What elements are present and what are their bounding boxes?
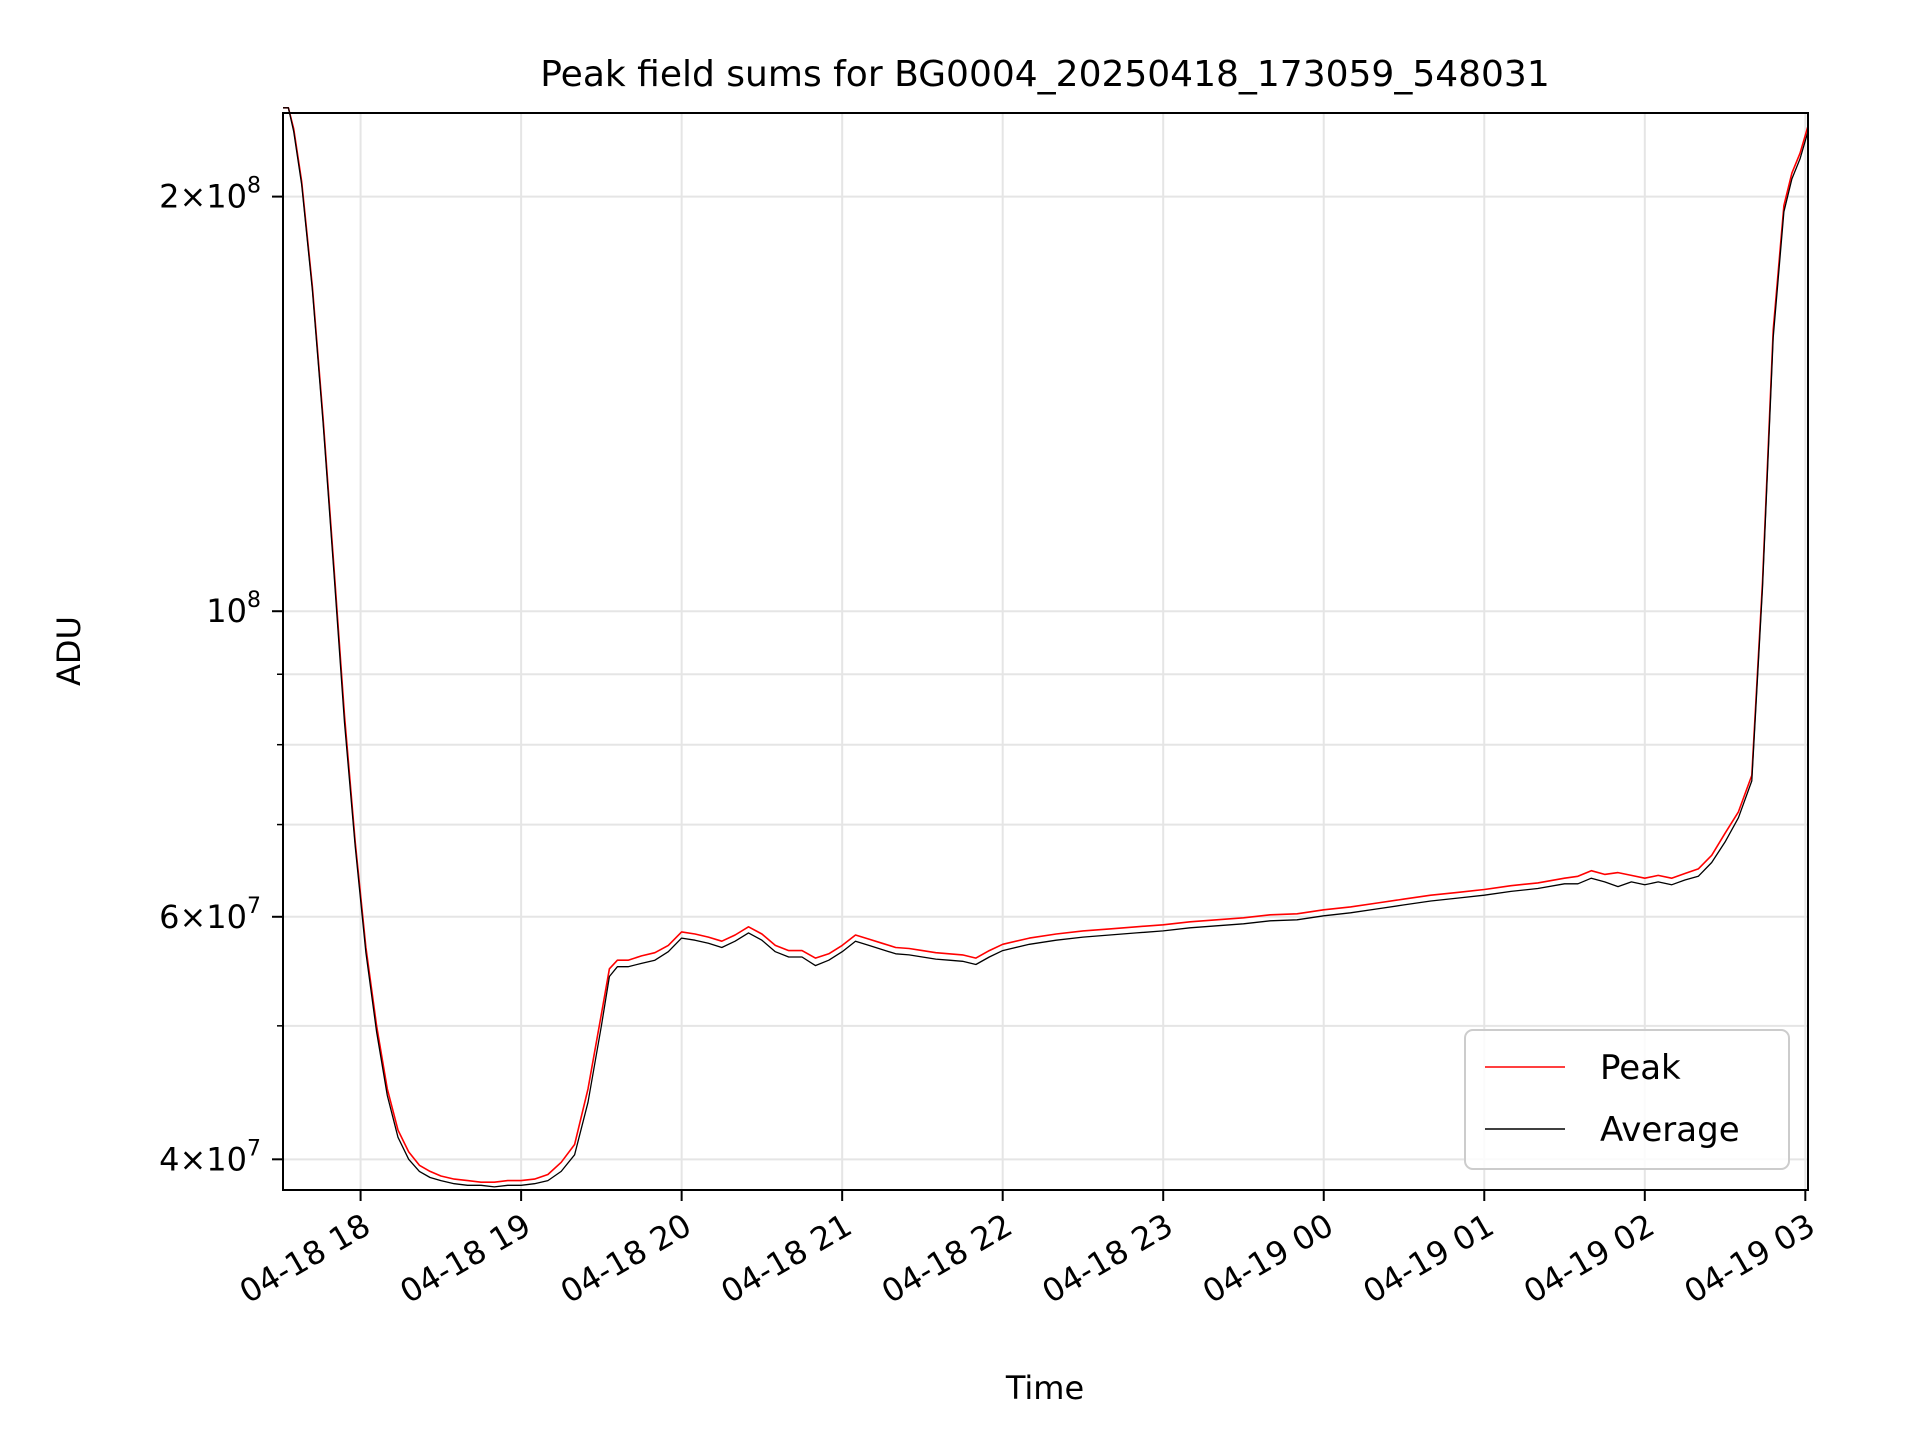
x-tick-label: 04-18 20 <box>554 1206 698 1311</box>
y-axis-label: ADU <box>50 616 88 686</box>
y-tick-label-exponent: 8 <box>247 174 261 199</box>
x-tick-label: 04-19 00 <box>1196 1206 1340 1311</box>
series-line-peak <box>283 107 1809 1183</box>
legend-label-peak: Peak <box>1600 1048 1681 1088</box>
y-tick-label-exponent: 7 <box>247 1136 261 1161</box>
y-tick-label-times: ×10 <box>179 898 247 936</box>
y-tick-label-base: 6 <box>159 898 179 936</box>
series-layer <box>283 107 1809 1188</box>
legend: Peak Average <box>1464 1029 1790 1170</box>
y-tick-label-base: 4 <box>159 1140 179 1178</box>
legend-box <box>1464 1029 1790 1170</box>
y-tick-label-base: 2 <box>159 178 179 216</box>
y-tick-label-ten: 10 <box>206 592 247 630</box>
y-tick-label: 4×107 <box>159 1136 261 1178</box>
series-line-average <box>283 107 1809 1188</box>
y-tick-label: 6×107 <box>159 894 261 936</box>
y-tick-label: 108 <box>206 588 261 630</box>
y-tick-label-exponent: 7 <box>247 894 261 919</box>
x-tick-label: 04-18 18 <box>233 1206 377 1311</box>
x-tick-label: 04-19 03 <box>1678 1206 1822 1311</box>
legend-label-average: Average <box>1600 1110 1740 1150</box>
x-axis-label: Time <box>1005 1369 1084 1407</box>
x-tick-label: 04-18 21 <box>715 1206 859 1311</box>
x-tick-label: 04-19 01 <box>1357 1206 1501 1311</box>
plot-frame <box>282 112 1809 1191</box>
y-tick-label: 2×108 <box>159 174 261 216</box>
x-tick-label: 04-18 19 <box>394 1206 538 1311</box>
chart-title: Peak field sums for BG0004_20250418_1730… <box>540 54 1550 95</box>
y-tick-label-times: ×10 <box>179 1140 247 1178</box>
y-tick-label-exponent: 8 <box>247 588 261 613</box>
x-tick-label: 04-19 02 <box>1517 1206 1661 1311</box>
y-tick-label-times: ×10 <box>179 178 247 216</box>
x-tick-label: 04-18 23 <box>1036 1206 1180 1311</box>
grid-lines <box>283 113 1808 1190</box>
x-tick-label: 04-18 22 <box>875 1206 1019 1311</box>
x-axis: 04-18 18 04-18 19 04-18 20 04-18 21 04-18 22… <box>233 1190 1821 1311</box>
